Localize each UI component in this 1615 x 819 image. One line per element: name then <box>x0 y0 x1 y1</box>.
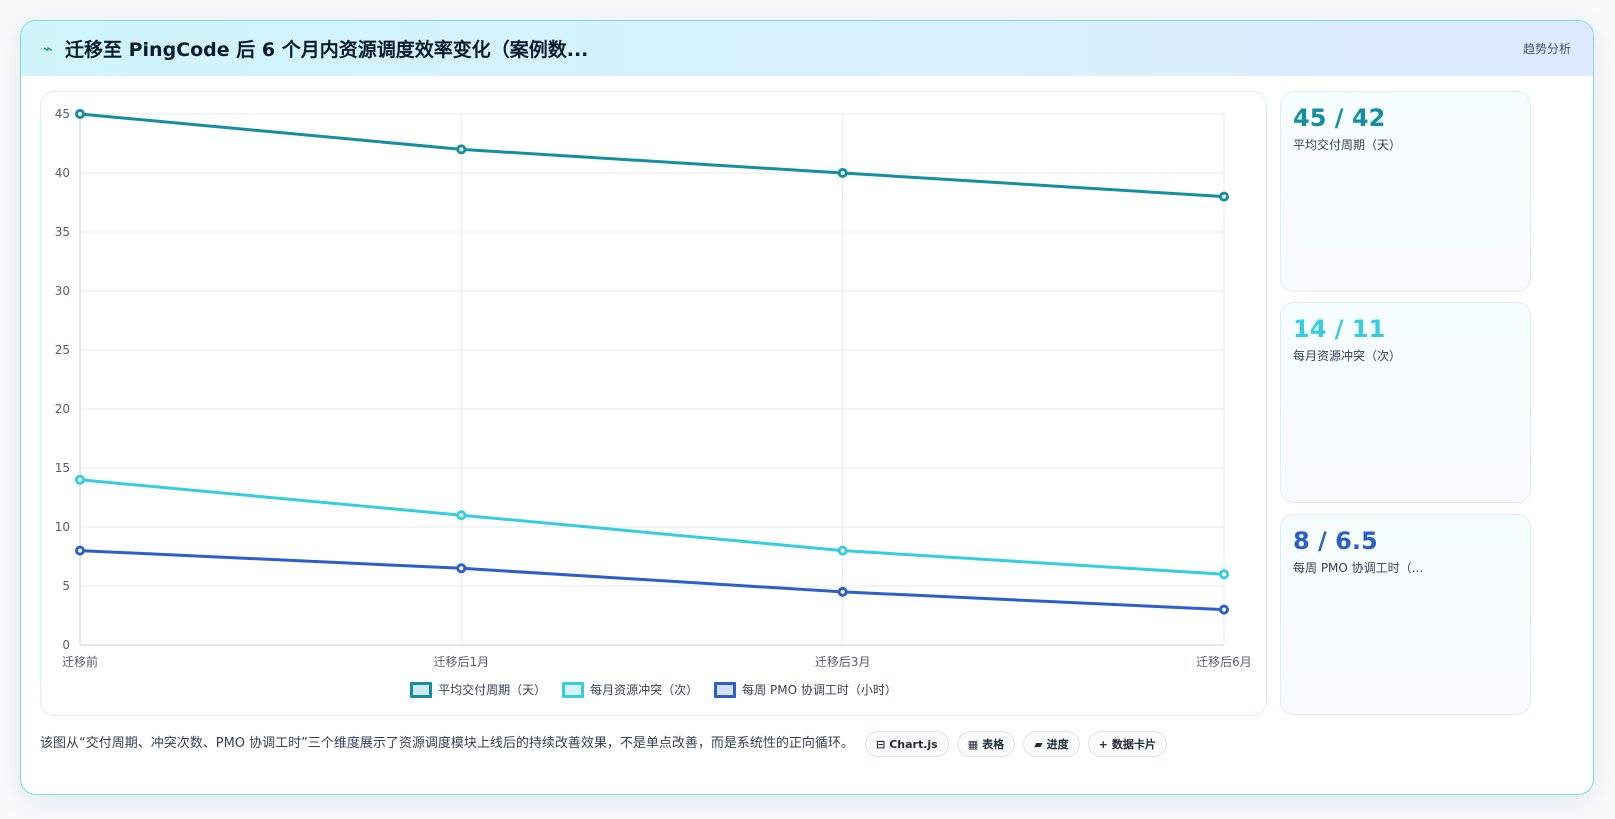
chip-chartjs[interactable]: ⊟ Chart.js <box>865 731 949 757</box>
series-line-2 <box>79 549 1225 612</box>
data-point <box>1219 569 1229 580</box>
stat-card-conflict: 14 / 11 每月资源冲突（次） <box>1280 302 1531 503</box>
data-point <box>837 586 848 597</box>
y-tick-label: 30 <box>55 284 70 298</box>
stat-card-pmo: 8 / 6.5 每周 PMO 协调工时（... <box>1280 514 1531 715</box>
chart-description: 该图从“交付周期、冲突次数、PMO 协调工时”三个维度展示了资源调度模块上线后的… <box>40 736 854 751</box>
y-tick-label: 45 <box>55 107 70 121</box>
x-tick-label: 迁移前 <box>62 654 98 669</box>
y-tick-label: 0 <box>62 638 70 652</box>
x-tick-label: 迁移后3月 <box>815 655 871 669</box>
stat-value: 8 / 6.5 <box>1293 527 1378 555</box>
legend-label: 每月资源冲突（次） <box>590 683 699 697</box>
y-tick-label: 5 <box>62 579 70 593</box>
plus-icon: + <box>1098 737 1108 751</box>
y-tick-label: 35 <box>55 225 70 239</box>
series-line-0 <box>79 112 1225 199</box>
data-point <box>456 563 467 574</box>
data-point <box>1219 191 1229 202</box>
stat-value: 45 / 42 <box>1293 104 1386 132</box>
legend-item[interactable]: 每月资源冲突（次） <box>562 681 698 698</box>
legend-swatch <box>714 681 737 698</box>
legend-label: 每周 PMO 协调工时（小时） <box>742 683 897 697</box>
data-point <box>75 109 85 119</box>
chart-card: ⌁ 迁移至 PingCode 后 6 个月内资源调度效率变化（案例数... 趋势… <box>20 20 1594 795</box>
stat-value: 14 / 11 <box>1293 315 1386 343</box>
stat-card-cycle: 45 / 42 平均交付周期（天） <box>1280 91 1531 292</box>
view-switcher: ⊟ Chart.js ▦ 表格 ▰ 进度 + 数据卡片 <box>865 731 1167 757</box>
y-tick-label: 15 <box>55 461 70 475</box>
y-tick-label: 10 <box>55 520 70 534</box>
data-point <box>456 144 467 155</box>
card-title: 迁移至 PingCode 后 6 个月内资源调度效率变化（案例数... <box>65 39 589 61</box>
bolt-icon: ⌁ <box>43 39 53 58</box>
table-icon: ▦ <box>967 737 979 751</box>
chip-data-cards[interactable]: + 数据卡片 <box>1087 731 1167 757</box>
chip-progress[interactable]: ▰ 进度 <box>1023 731 1080 757</box>
legend-swatch <box>410 681 433 698</box>
data-point <box>456 510 467 521</box>
x-tick-label: 迁移后6月 <box>1196 655 1252 669</box>
y-tick-label: 40 <box>55 166 70 180</box>
data-point <box>1219 604 1229 615</box>
chip-table[interactable]: ▦ 表格 <box>956 731 1016 757</box>
progress-icon: ▰ <box>1034 737 1043 751</box>
y-tick-label: 20 <box>55 402 70 416</box>
stat-label: 每月资源冲突（次） <box>1293 349 1402 363</box>
legend-item[interactable]: 每周 PMO 协调工时（小时） <box>714 681 897 698</box>
chart-icon: ⊟ <box>876 737 886 751</box>
line-chart: 0 5 10 15 20 25 30 35 40 45 迁移前 迁移后1月 迁移后3月 迁移后6月 <box>55 107 1252 669</box>
data-point <box>75 545 85 556</box>
legend-item[interactable]: 平均交付周期（天） <box>410 681 546 698</box>
data-point <box>837 545 848 556</box>
x-tick-label: 迁移后1月 <box>434 655 490 669</box>
series-line-1 <box>79 478 1225 576</box>
chart-legend: 平均交付周期（天） 每月资源冲突（次） 每周 PMO 协调工时（小时） <box>41 681 1266 698</box>
stat-label: 平均交付周期（天） <box>1293 138 1402 152</box>
chip-label: Chart.js <box>889 737 938 751</box>
trend-analysis-tag: 趋势分析 <box>1522 42 1571 56</box>
chip-label: 数据卡片 <box>1111 738 1156 751</box>
legend-label: 平均交付周期（天） <box>438 683 547 697</box>
data-point <box>837 168 848 178</box>
y-tick-label: 25 <box>55 343 70 357</box>
chip-label: 进度 <box>1046 738 1069 751</box>
stat-label: 每周 PMO 协调工时（... <box>1293 561 1424 575</box>
line-chart-panel: 0 5 10 15 20 25 30 35 40 45 迁移前 迁移后1月 迁移后3月 迁移后6月 平均交… <box>40 91 1267 716</box>
data-point <box>75 474 85 485</box>
chip-label: 表格 <box>982 738 1005 751</box>
card-header: ⌁ 迁移至 PingCode 后 6 个月内资源调度效率变化（案例数... 趋势… <box>21 21 1593 76</box>
legend-swatch <box>562 681 585 698</box>
